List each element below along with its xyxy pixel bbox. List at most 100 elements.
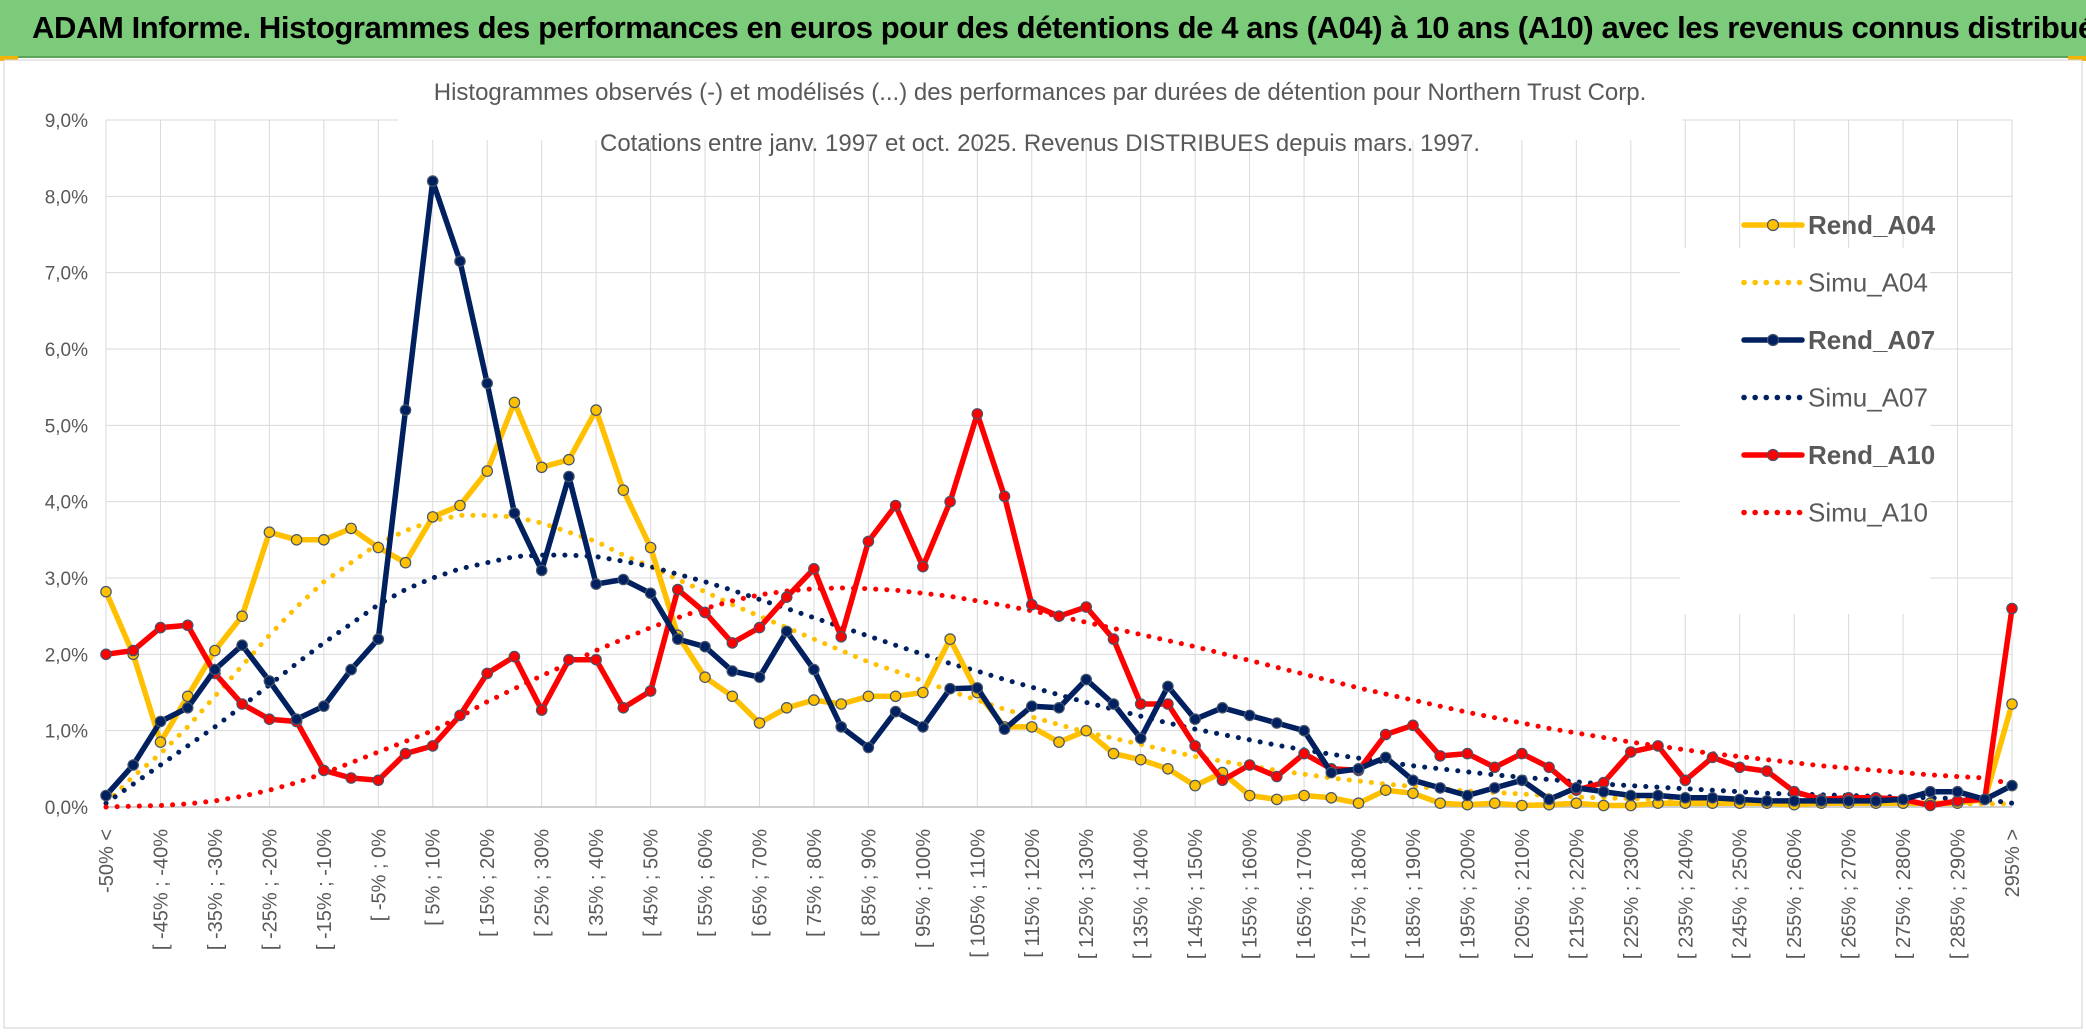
series-point-rend_a07 [753,671,766,683]
x-tick-label: [ 195% ; 200% [1457,829,1479,959]
series-point-rend_a07 [454,255,466,267]
series-point-rend_a07 [1815,795,1828,807]
series-point-rend_a07 [671,633,684,645]
series-point-rend_a10 [481,667,493,680]
series-point-rend_a04 [236,610,248,622]
series-point-rend_a04 [889,690,902,703]
series-point-rend_a10 [535,704,548,716]
y-tick-label: 3,0% [45,569,88,590]
series-point-rend_a07 [154,715,167,728]
series-point-rend_a07 [1951,785,1964,798]
series-point-rend_a07 [399,404,412,416]
series-point-rend_a07 [1352,762,1365,775]
x-tick-label: [ 235% ; 240% [1675,829,1697,959]
series-point-rend_a10 [1026,598,1038,611]
series-line-simu_a07 [103,552,2015,806]
series-point-rend_a10 [998,490,1011,503]
series-point-rend_a10 [154,621,167,634]
x-tick-label: [ 205% ; 210% [1512,829,1534,959]
series-point-rend_a07 [835,721,847,733]
series-point-rend_a04 [399,556,412,569]
series-point-rend_a10 [1434,750,1446,762]
series-point-rend_a07 [889,705,902,718]
series-point-rend_a04 [1597,799,1610,812]
series-point-rend_a10 [1216,774,1229,787]
series-point-rend_a07 [998,723,1011,735]
chart-title-line2: Cotations entre janv. 1997 et oct. 2025.… [600,130,1480,157]
series-point-rend_a04 [1189,779,1201,792]
series-point-rend_a04 [1434,797,1446,809]
x-tick-label: [ 45% ; 50% [641,829,663,937]
series-point-rend_a07 [1080,673,1092,686]
series-point-rend_a07 [1897,793,1909,806]
series-point-rend_a04 [862,690,875,703]
series-point-rend_a10 [644,685,657,697]
series-point-rend_a10 [127,644,139,657]
x-tick-label: [ -25% ; -20% [259,829,281,950]
series-point-rend_a04 [699,671,711,683]
series-point-rend_a10 [1407,719,1419,732]
series-point-rend_a07 [1325,766,1338,779]
series-point-rend_a10 [917,560,929,573]
series-point-rend_a04 [345,522,357,535]
series-point-rend_a04 [1516,799,1528,812]
series-point-rend_a10 [508,650,521,663]
legend-label-simu_a10: Simu_A10 [1808,498,1928,528]
legend-label-rend_a04: Rend_A04 [1808,210,1936,240]
y-tick-label: 6,0% [45,340,88,361]
series-point-rend_a10 [1543,761,1555,774]
series-point-rend_a10 [399,747,412,760]
x-tick-label: [ 105% ; 110% [967,829,989,958]
series-point-rend_a10 [971,408,984,420]
x-tick-label: [ 145% ; 150% [1185,829,1207,959]
legend-marker-rend_a10 [1766,448,1780,462]
x-tick-label: [ 135% ; 140% [1131,829,1153,959]
legend-label-rend_a10: Rend_A10 [1808,440,1935,470]
x-tick-label: [ 175% ; 180% [1349,829,1371,959]
corner-mark-left [0,56,18,61]
series-point-rend_a10 [1706,751,1719,764]
series-point-rend_a04 [454,499,466,512]
series-point-rend_a04 [808,694,820,706]
x-tick-label: [ 35% ; 40% [586,829,608,937]
series-point-rend_a04 [1488,797,1501,809]
series-point-rend_a07 [1706,791,1719,804]
x-tick-label: [ 255% ; 260% [1784,829,1806,959]
series-point-rend_a07 [1870,795,1882,807]
x-tick-label: [ 285% ; 290% [1948,829,1970,959]
x-tick-label: [ 65% ; 70% [749,829,771,937]
series-point-rend_a04 [1379,784,1392,796]
series-point-rend_a04 [1625,799,1637,812]
series-point-rend_a07 [1053,701,1065,714]
series-point-rend_a07 [644,587,657,600]
series-point-rend_a10 [1924,799,1937,812]
legend: Rend_A04 Simu_A04 Rend_A07 Simu_A07 Rend_A10… [1741,210,1936,528]
series-point-rend_a07 [100,789,112,802]
x-tick-label: [ -45% ; -40% [150,829,172,950]
series-point-rend_a10 [1761,765,1773,777]
series-point-rend_a10 [317,764,330,777]
series-point-rend_a07 [1842,795,1855,807]
series-point-rend_a07 [481,377,493,390]
x-tick-label: [ 215% ; 220% [1566,829,1588,959]
series-point-rend_a07 [426,175,439,187]
series-point-rend_a07 [1570,782,1583,794]
series-point-rend_a07 [263,675,276,687]
banner: ADAM Informe. Histogrammes des performan… [0,0,2086,58]
series-point-rend_a04 [1107,747,1120,760]
series-point-rend_a10 [1080,601,1092,613]
series-point-rend_a07 [127,759,139,771]
series-point-rend_a10 [263,713,276,725]
series-point-rend_a04 [481,465,493,477]
series-point-rend_a07 [1761,795,1773,807]
legend-label-rend_a07: Rend_A07 [1808,325,1935,355]
x-axis: -50% < [ -45% ; -40% [ -35% ; -30% [ -25% ;… [96,806,2024,959]
x-tick-label: [ 55% ; 60% [695,829,717,937]
x-tick-label: [ -35% ; -30% [205,829,227,950]
series-point-rend_a10 [1733,761,1746,774]
series-point-rend_a04 [1298,789,1310,802]
x-tick-label: [ 125% ; 130% [1076,829,1098,959]
x-tick-label: -50% < [96,829,118,893]
series-point-rend_a10 [1162,698,1174,710]
y-tick-label: 5,0% [45,416,88,437]
